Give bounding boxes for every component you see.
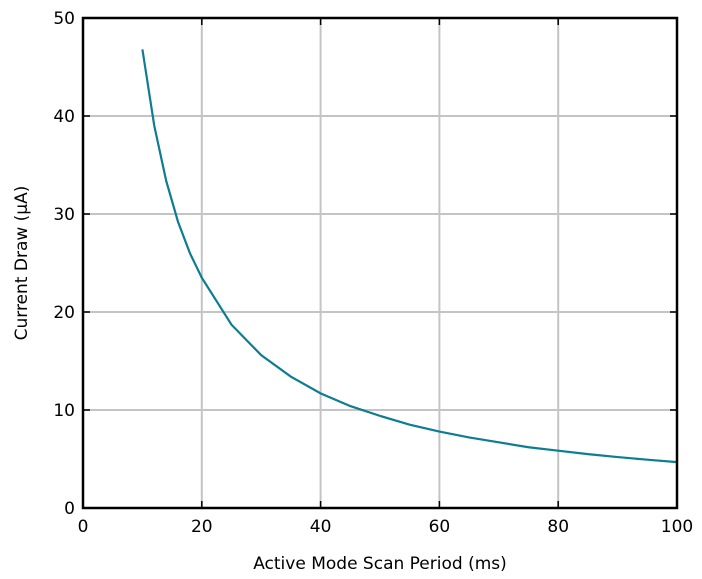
x-tick-label: 100 <box>661 517 693 537</box>
x-axis-label: Active Mode Scan Period (ms) <box>253 554 507 574</box>
y-tick-label: 10 <box>53 401 75 421</box>
axis-ticks <box>82 17 678 509</box>
x-tick-label: 80 <box>547 517 569 537</box>
x-tick-label: 40 <box>310 517 332 537</box>
y-tick-label: 30 <box>53 205 75 225</box>
x-tick-label: 20 <box>191 517 213 537</box>
y-tick-label: 0 <box>64 499 75 519</box>
x-tick-label: 0 <box>78 517 89 537</box>
y-tick-label: 50 <box>53 9 75 29</box>
y-tick-labels: 0 10 20 30 40 50 <box>53 9 75 519</box>
x-tick-labels: 0 20 40 60 80 100 <box>78 517 694 537</box>
y-axis-label: Current Draw (μA) <box>12 186 32 341</box>
plot-frame <box>81 16 679 510</box>
series-group <box>141 49 678 464</box>
y-tick-label: 40 <box>53 107 75 127</box>
y-tick-label: 20 <box>53 303 75 323</box>
series-line <box>141 49 678 464</box>
x-tick-label: 60 <box>429 517 451 537</box>
grid-lines <box>83 18 677 508</box>
